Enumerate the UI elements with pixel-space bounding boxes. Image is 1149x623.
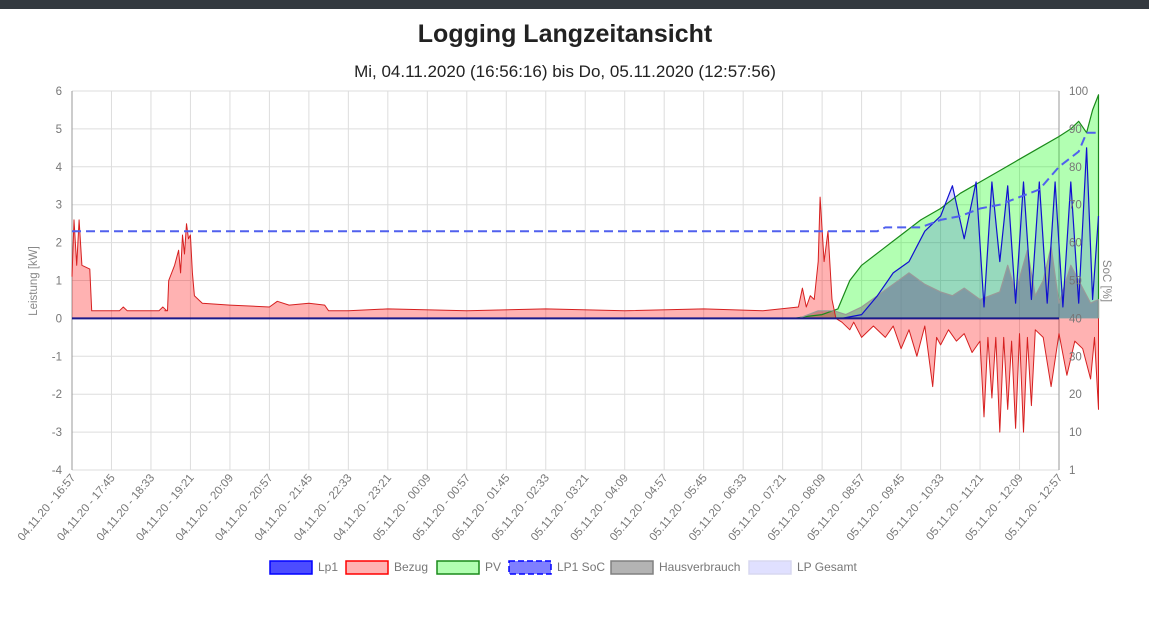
- y-tick-left: -2: [52, 389, 62, 401]
- legend-swatch: [269, 560, 313, 575]
- y-tick-left: 1: [56, 276, 62, 288]
- legend-item-bezug[interactable]: Bezug: [345, 560, 428, 575]
- legend-label: Hausverbrauch: [659, 560, 740, 574]
- y-tick-left: 3: [56, 200, 62, 212]
- legend-swatch: [345, 560, 389, 575]
- y-tick-right: 50: [1069, 276, 1082, 288]
- y-tick-right: 30: [1069, 351, 1082, 363]
- legend-item-pv[interactable]: PV: [436, 560, 501, 575]
- series-areas: [72, 94, 1099, 433]
- y-tick-left: -1: [52, 351, 62, 363]
- y-axis-left-label: Leistung [kW]: [28, 246, 40, 316]
- y-tick-right: 40: [1069, 313, 1082, 325]
- y-tick-right: 100: [1069, 86, 1088, 98]
- legend-swatch: [508, 560, 552, 575]
- y-tick-left: 6: [56, 86, 62, 98]
- y-tick-right: 60: [1069, 238, 1082, 250]
- y-axis-left-ticks: 6 5 4 3 2 1 0 -1 -2 -3 -4: [52, 86, 63, 477]
- legend-item-soc[interactable]: LP1 SoC: [508, 560, 605, 575]
- legend: Lp1 Bezug PV LP1 SoC Hausverbrauch LP Gesamt: [269, 560, 857, 575]
- legend-item-haus[interactable]: Hausverbrauch: [610, 560, 740, 575]
- y-tick-right: 90: [1069, 124, 1082, 136]
- legend-item-lp_gesamt[interactable]: LP Gesamt: [748, 560, 857, 575]
- y-axis-right-label: SoC [%]: [1100, 260, 1112, 302]
- chart-title: Logging Langzeitansicht: [417, 20, 713, 48]
- y-tick-left: 4: [56, 162, 63, 174]
- series-lines: [71, 94, 1100, 433]
- y-tick-left: -4: [52, 465, 63, 477]
- legend-label: LP1 SoC: [557, 560, 605, 574]
- y-tick-left: 0: [56, 313, 62, 325]
- legend-swatch: [610, 560, 654, 575]
- haus-line: [72, 245, 1100, 319]
- bezug-line: [71, 196, 1099, 433]
- y-tick-left: -3: [52, 427, 62, 439]
- y-tick-right: 1: [1069, 465, 1075, 477]
- legend-label: Bezug: [394, 560, 428, 574]
- y-axis-right-ticks: 100 90 80 70 60 50 40 30 20 10 1: [1069, 86, 1088, 477]
- soc-line: [72, 131, 1099, 233]
- legend-label: LP Gesamt: [797, 560, 857, 574]
- lp1-area: [72, 147, 1099, 319]
- haus-area: [72, 246, 1099, 319]
- y-tick-right: 70: [1069, 200, 1082, 212]
- y-tick-right: 20: [1069, 389, 1082, 401]
- chart-subtitle: Mi, 04.11.2020 (16:56:16) bis Do, 05.11.…: [354, 62, 776, 81]
- legend-item-lp1[interactable]: Lp1: [269, 560, 338, 575]
- bezug-area: [72, 197, 1099, 433]
- top-bar: [0, 0, 1149, 9]
- lp1-line: [72, 147, 1100, 319]
- legend-swatch: [436, 560, 480, 575]
- y-tick-left: 5: [56, 124, 62, 136]
- legend-label: Lp1: [318, 560, 338, 574]
- y-tick-right: 10: [1069, 427, 1082, 439]
- y-tick-left: 2: [56, 238, 62, 250]
- y-tick-right: 80: [1069, 162, 1082, 174]
- legend-label: PV: [485, 560, 501, 574]
- legend-swatch: [748, 560, 792, 575]
